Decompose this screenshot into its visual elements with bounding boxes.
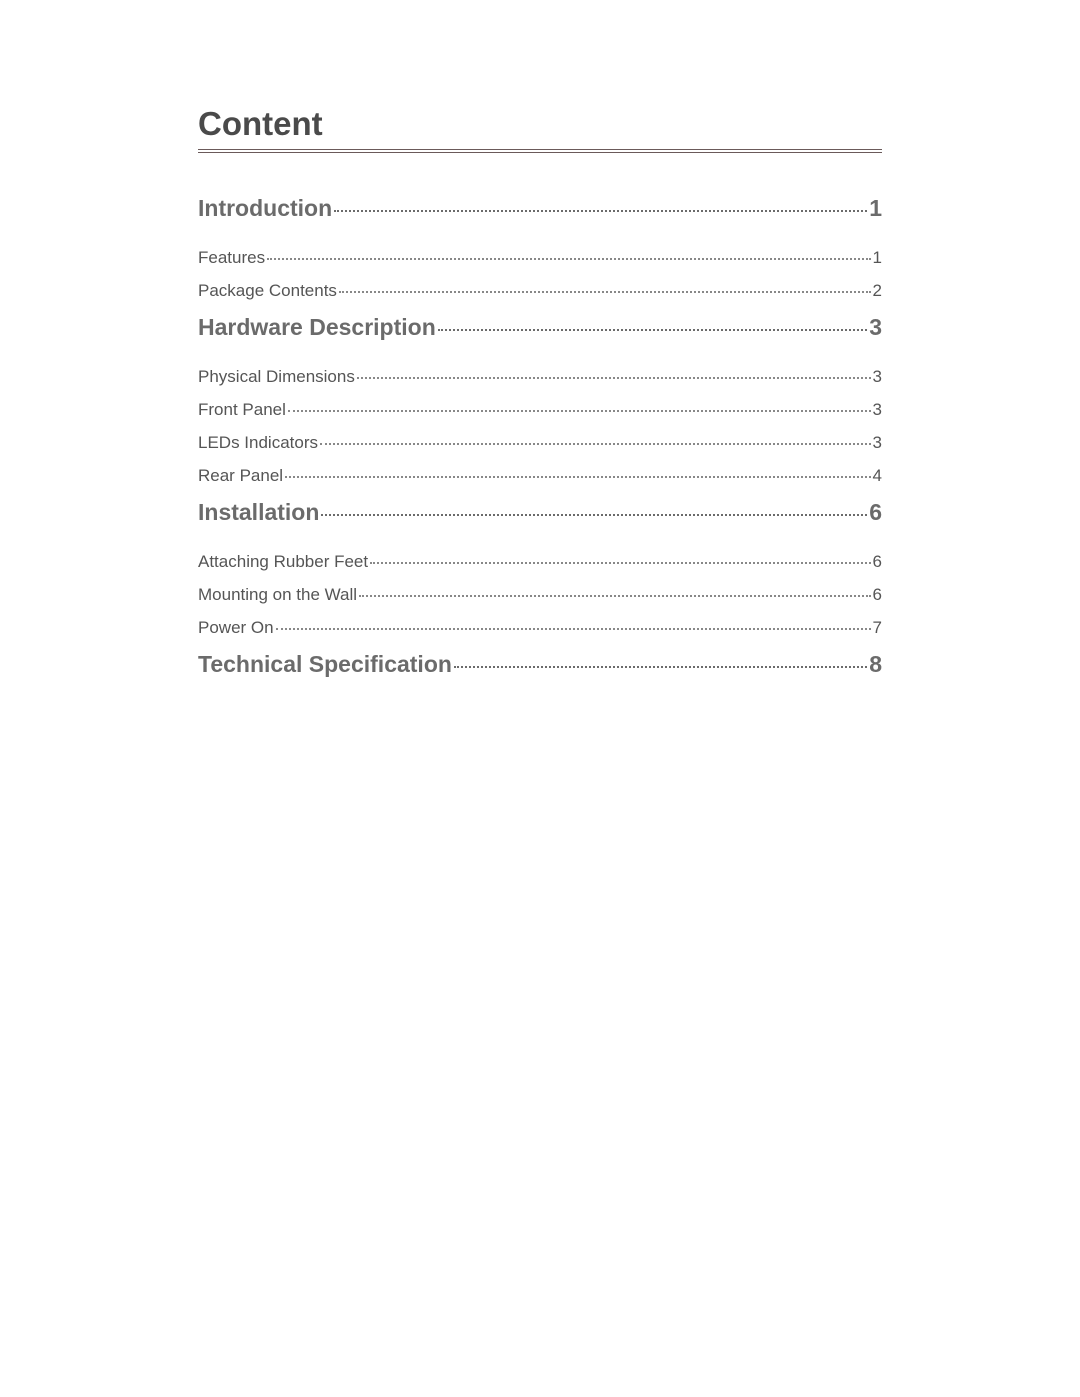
- toc-section-page: 8: [869, 651, 882, 678]
- toc-section-page: 6: [869, 499, 882, 526]
- toc-sub-page: 3: [873, 367, 882, 387]
- toc-leader-dots: [285, 476, 870, 478]
- toc-leader-dots: [339, 291, 871, 293]
- toc-section: Introduction 1: [198, 195, 882, 222]
- toc-leader-dots: [267, 258, 870, 260]
- toc-sub-label: Power On: [198, 618, 274, 638]
- toc-leader-dots: [357, 377, 871, 379]
- toc-sub: Package Contents 2: [198, 281, 882, 301]
- toc-leader-dots: [359, 595, 870, 597]
- toc-sub-page: 4: [873, 466, 882, 486]
- toc-leader-dots: [276, 628, 871, 630]
- toc-sub-label: Package Contents: [198, 281, 337, 301]
- toc-section-label: Introduction: [198, 195, 332, 222]
- toc-section: Hardware Description 3: [198, 314, 882, 341]
- toc-sub: Rear Panel 4: [198, 466, 882, 486]
- toc-sub-page: 2: [873, 281, 882, 301]
- toc-leader-dots: [454, 666, 867, 668]
- toc-section: Technical Specification 8: [198, 651, 882, 678]
- document-page: Content Introduction 1 Features 1 Package C…: [0, 0, 1080, 678]
- toc-section: Installation 6: [198, 499, 882, 526]
- toc-sub: Mounting on the Wall 6: [198, 585, 882, 605]
- toc-sub-label: Physical Dimensions: [198, 367, 355, 387]
- toc-sub-label: Mounting on the Wall: [198, 585, 357, 605]
- toc-sub-label: Rear Panel: [198, 466, 283, 486]
- toc-section-label: Technical Specification: [198, 651, 452, 678]
- toc-leader-dots: [320, 443, 871, 445]
- toc-sub-page: 6: [873, 552, 882, 572]
- toc-leader-dots: [288, 410, 871, 412]
- toc-section-page: 1: [869, 195, 882, 222]
- toc-sub-page: 1: [873, 248, 882, 268]
- toc-sub: LEDs Indicators 3: [198, 433, 882, 453]
- table-of-contents: Introduction 1 Features 1 Package Contents 2…: [198, 195, 882, 678]
- toc-section-label: Hardware Description: [198, 314, 436, 341]
- toc-section-page: 3: [869, 314, 882, 341]
- toc-leader-dots: [321, 514, 867, 516]
- toc-sub: Physical Dimensions 3: [198, 367, 882, 387]
- toc-sub-label: LEDs Indicators: [198, 433, 318, 453]
- toc-leader-dots: [370, 562, 870, 564]
- toc-section-label: Installation: [198, 499, 319, 526]
- toc-sub: Power On 7: [198, 618, 882, 638]
- toc-sub-page: 7: [873, 618, 882, 638]
- toc-leader-dots: [438, 329, 867, 331]
- page-title: Content: [198, 105, 882, 143]
- toc-sub-label: Features: [198, 248, 265, 268]
- toc-sub: Front Panel 3: [198, 400, 882, 420]
- toc-sub: Attaching Rubber Feet 6: [198, 552, 882, 572]
- toc-sub: Features 1: [198, 248, 882, 268]
- title-rule: [198, 149, 882, 153]
- toc-sub-page: 3: [873, 433, 882, 453]
- toc-sub-label: Attaching Rubber Feet: [198, 552, 368, 572]
- toc-sub-label: Front Panel: [198, 400, 286, 420]
- toc-leader-dots: [334, 210, 867, 212]
- toc-sub-page: 6: [873, 585, 882, 605]
- toc-sub-page: 3: [873, 400, 882, 420]
